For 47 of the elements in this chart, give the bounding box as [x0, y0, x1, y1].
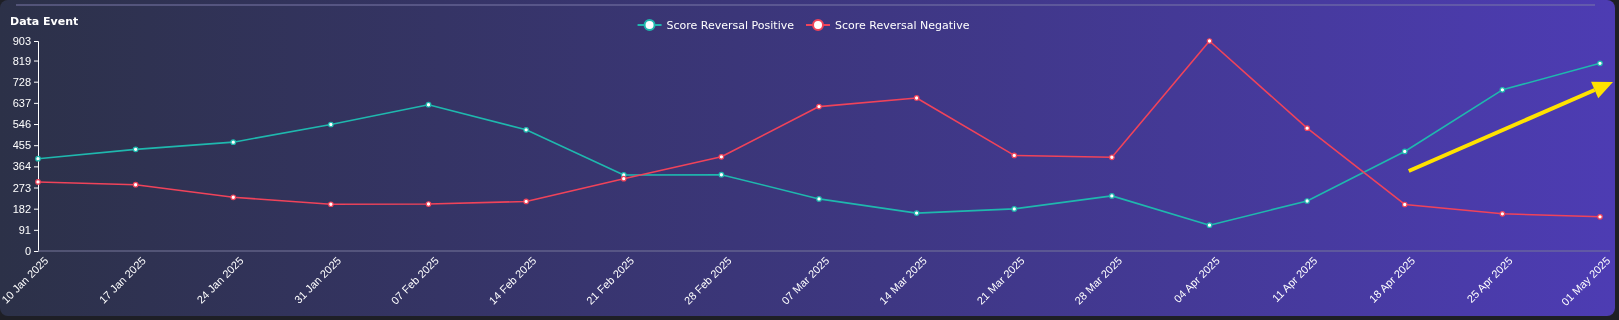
- point: [1499, 86, 1506, 93]
- point: [523, 126, 529, 133]
- point: [913, 95, 920, 101]
- y-tick-label: 0: [24, 245, 31, 258]
- y-tick-label: 637: [12, 96, 31, 109]
- y-tick-label: 728: [12, 75, 31, 88]
- point: [328, 121, 334, 128]
- y-tick-label: 546: [12, 118, 31, 131]
- point: [230, 194, 237, 201]
- y-tick-label: 364: [12, 160, 31, 173]
- point: [1499, 210, 1506, 217]
- point: [1109, 193, 1115, 199]
- y-tick-label: 819: [12, 54, 31, 67]
- y-tick-label: 903: [12, 35, 31, 48]
- point: [35, 179, 41, 185]
- point: [328, 201, 334, 208]
- point: [620, 175, 627, 182]
- point: [1597, 213, 1603, 220]
- point: [230, 139, 237, 146]
- point: [425, 101, 432, 108]
- point: [1206, 38, 1213, 44]
- point: [718, 153, 725, 160]
- point: [816, 196, 822, 202]
- legend-label: Score Reversal Negative: [835, 18, 970, 32]
- point: [1011, 152, 1018, 159]
- point: [913, 210, 920, 216]
- y-tick-label: 273: [12, 181, 31, 194]
- point: [718, 171, 725, 178]
- point: [132, 146, 139, 153]
- y-tick-label: 91: [18, 223, 31, 236]
- point: [1011, 206, 1018, 212]
- point: [425, 201, 432, 207]
- point: [1304, 198, 1310, 204]
- point: [1597, 60, 1603, 67]
- y-tick-label: 455: [12, 139, 31, 152]
- legend-label: Score Reversal Positive: [666, 18, 795, 32]
- point: [1206, 222, 1213, 229]
- point: [816, 103, 822, 110]
- point: [1401, 201, 1408, 208]
- point: [132, 181, 139, 188]
- y-axis-title: Data Event: [10, 15, 79, 28]
- y-tick-label: 182: [12, 202, 31, 215]
- point: [1401, 148, 1408, 155]
- point: [1109, 154, 1115, 161]
- point: [523, 198, 529, 205]
- point: [1304, 125, 1310, 132]
- point: [35, 155, 41, 162]
